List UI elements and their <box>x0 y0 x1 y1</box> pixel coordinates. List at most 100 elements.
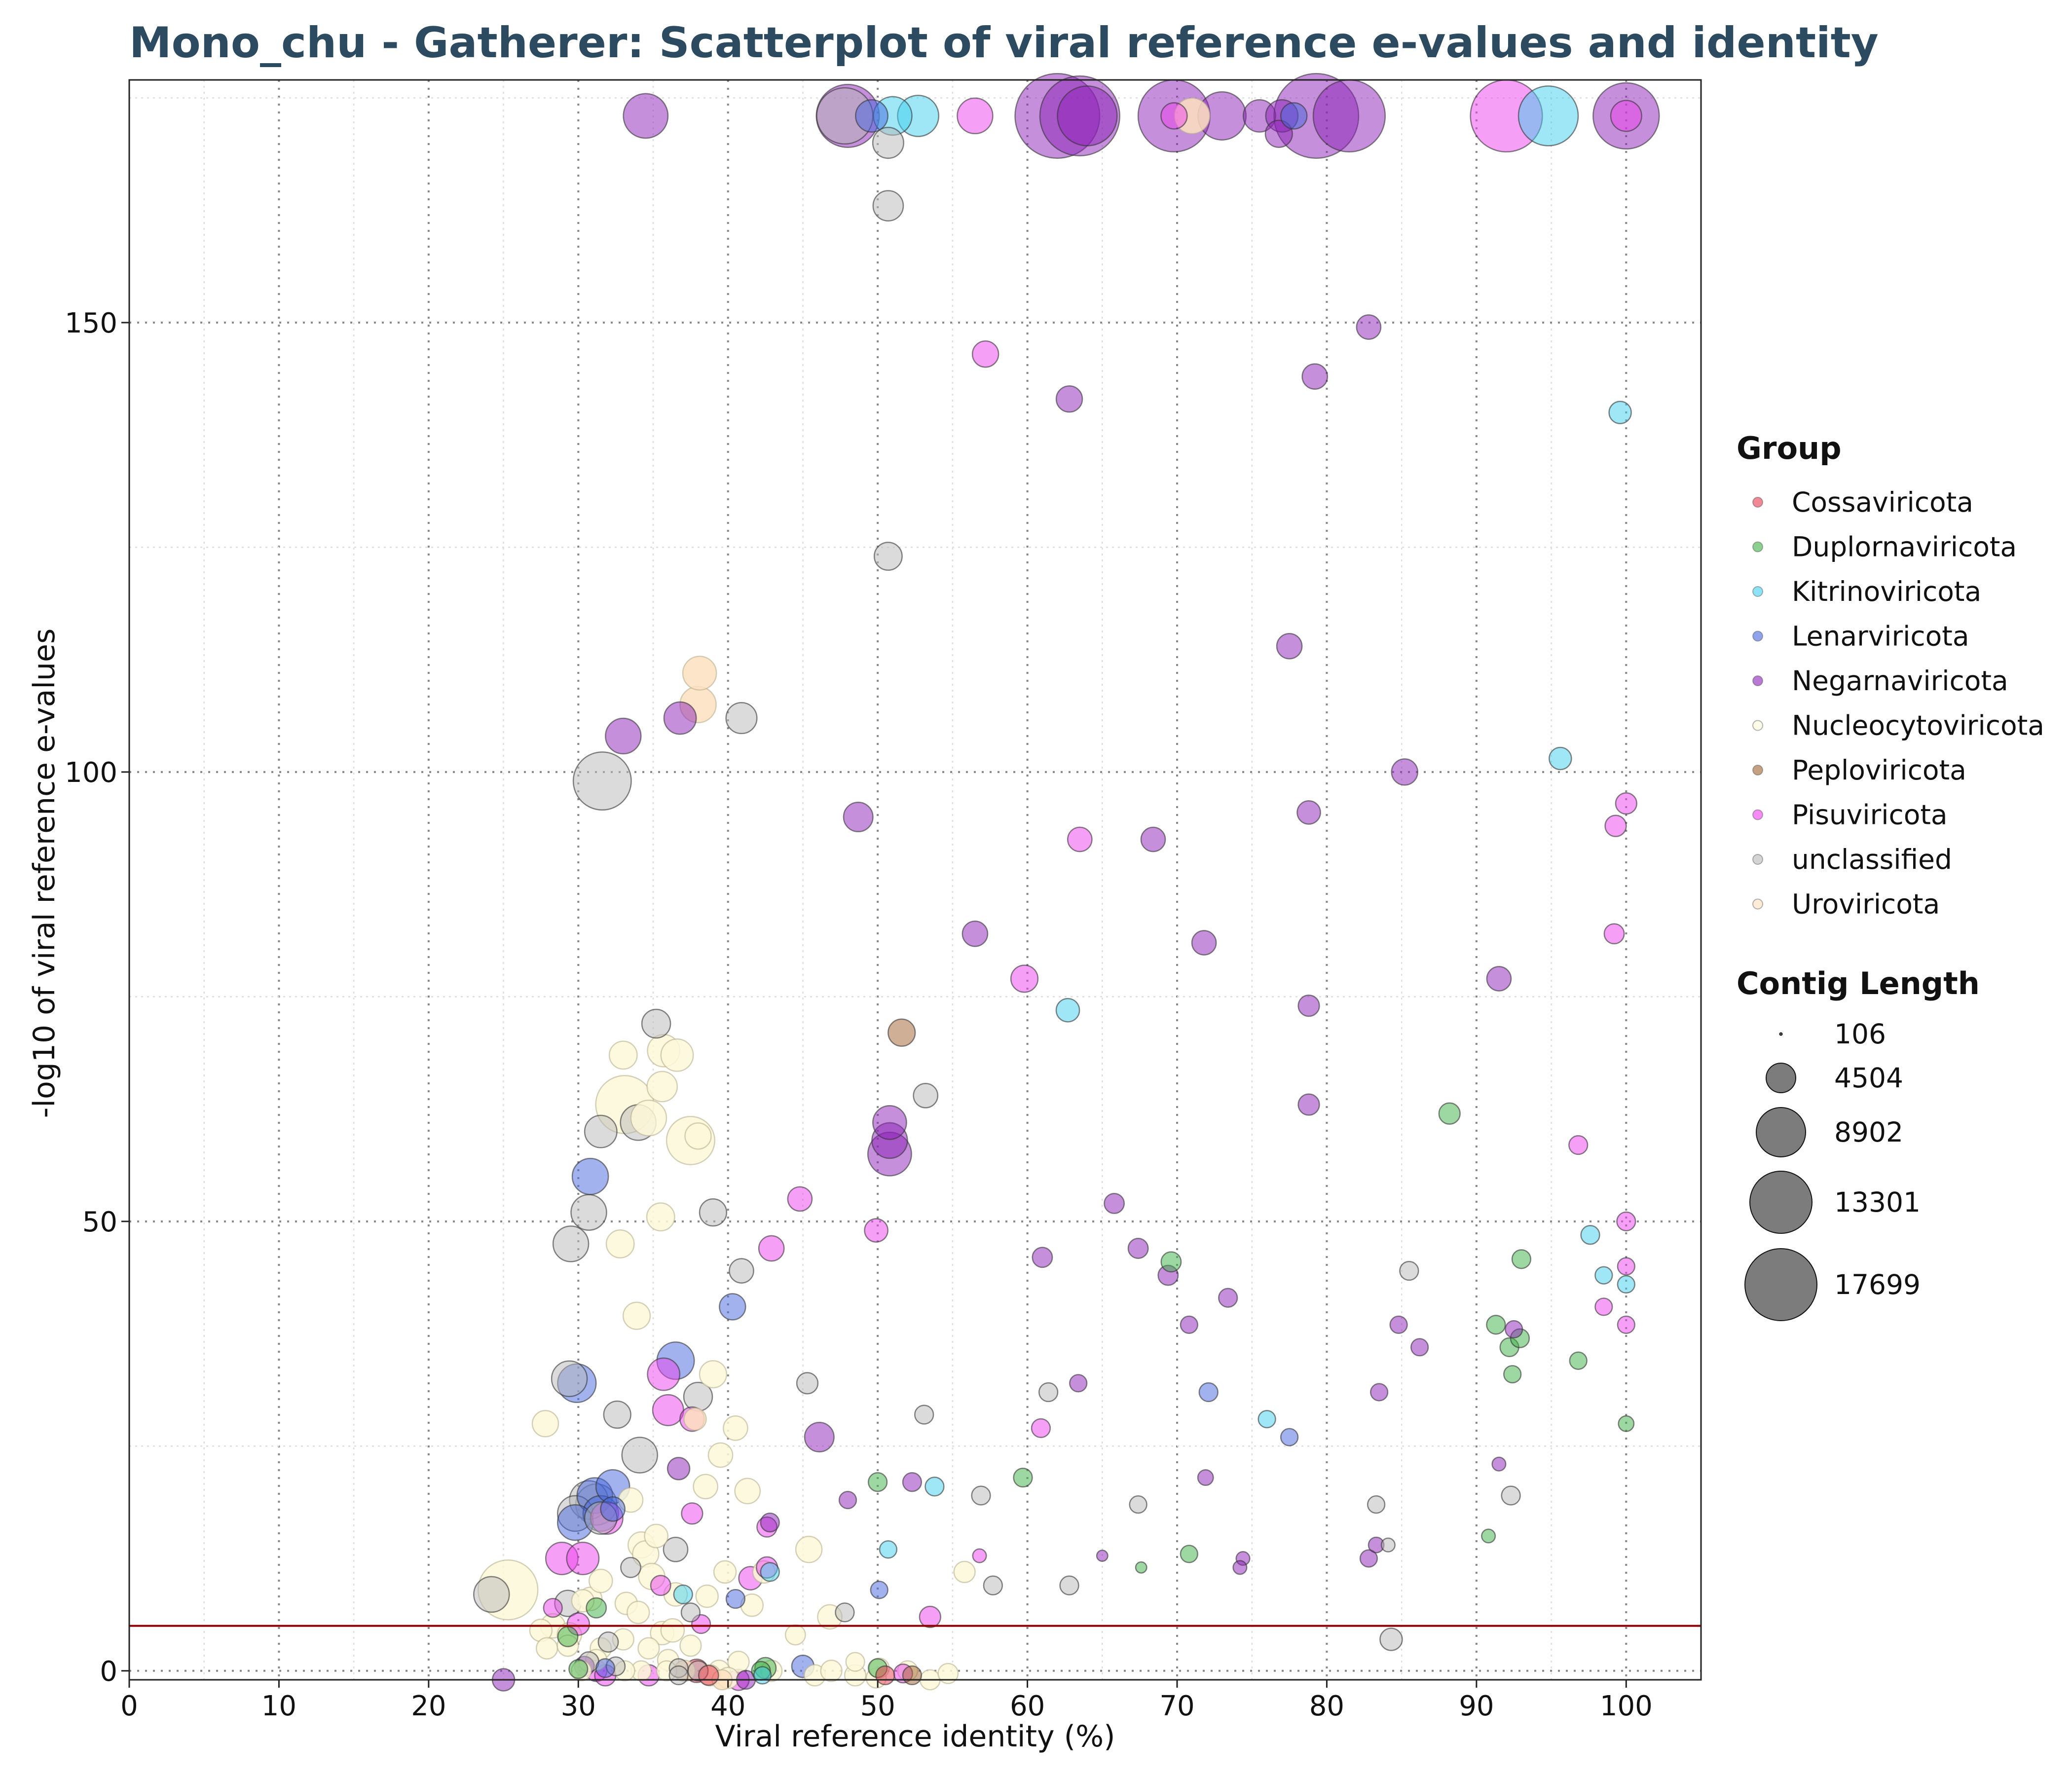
data-point-nucleocytoviricota <box>646 1071 678 1103</box>
data-point-lenarviricota <box>1280 102 1308 130</box>
legend-label-kitrinoviricota: Kitrinoviricota <box>1792 576 1981 607</box>
size-legend-key <box>1749 1171 1813 1234</box>
data-point-negarnaviricota <box>1391 758 1418 786</box>
x-axis-title: Viral reference identity (%) <box>715 1719 1115 1754</box>
legend-size-title: Contig Length <box>1737 965 1980 1001</box>
data-point-nucleocytoviricota <box>734 1478 761 1505</box>
data-point-unclassified <box>796 1372 819 1395</box>
data-point-unclassified <box>725 702 758 735</box>
legend-label-peploviricota: Peploviricota <box>1792 754 1966 786</box>
data-point-pisuviricota <box>1604 814 1627 837</box>
data-point-negarnaviricota <box>1197 1469 1214 1486</box>
data-point-duplornaviricota <box>1486 1315 1506 1335</box>
data-point-nucleocytoviricota <box>723 1415 748 1441</box>
data-point-negarnaviricota <box>1505 1320 1523 1339</box>
data-point-nucleocytoviricota <box>953 1560 976 1584</box>
data-point-pisuviricota <box>650 1575 671 1596</box>
x-tick-label: 10 <box>261 1690 296 1722</box>
data-point-unclassified <box>1059 1575 1079 1595</box>
data-point-unclassified <box>570 1194 607 1231</box>
size-legend-label: 13301 <box>1834 1186 1921 1218</box>
data-point-pisuviricota <box>1617 1257 1635 1276</box>
data-point-pisuviricota <box>566 1542 600 1575</box>
data-point-duplornaviricota <box>1503 1365 1522 1384</box>
data-point-negarnaviricota <box>1180 1315 1198 1334</box>
data-point-duplornaviricota <box>1569 1351 1588 1370</box>
data-point-negarnaviricota <box>663 701 697 735</box>
data-point-kitrinoviricota <box>879 1540 898 1559</box>
data-point-negarnaviricota <box>760 1513 780 1533</box>
data-point-kitrinoviricota <box>1617 1275 1635 1294</box>
data-point-lenarviricota <box>595 1658 616 1678</box>
legend-group-title: Group <box>1737 430 1842 466</box>
data-point-negarnaviricota <box>1055 385 1083 413</box>
data-point-negarnaviricota <box>666 1457 691 1480</box>
data-point-pisuviricota <box>864 1218 888 1243</box>
data-point-kitrinoviricota <box>1517 85 1579 147</box>
data-point-negarnaviricota <box>1191 930 1217 956</box>
data-point-nucleocytoviricota <box>637 1637 660 1660</box>
data-point-unclassified <box>1038 1382 1059 1403</box>
data-point-kitrinoviricota <box>760 1562 780 1582</box>
data-point-nucleocytoviricota <box>684 1122 712 1150</box>
data-point-negarnaviricota <box>1069 1374 1088 1393</box>
size-legend-label: 4504 <box>1834 1062 1903 1094</box>
data-point-unclassified <box>473 1576 510 1613</box>
data-point-nucleocytoviricota <box>531 1410 559 1438</box>
legend-label-lenarviricota: Lenarviricota <box>1792 621 1969 652</box>
data-point-unclassified <box>620 1556 641 1578</box>
size-legend-label: 106 <box>1834 1018 1886 1050</box>
data-point-pisuviricota <box>1615 792 1637 815</box>
data-point-pisuviricota <box>1568 1135 1589 1155</box>
data-point-unclassified <box>572 751 632 811</box>
data-point-negarnaviricota <box>1486 966 1512 992</box>
data-point-nucleocytoviricota <box>699 1360 728 1389</box>
data-point-lenarviricota <box>600 1496 626 1522</box>
data-point-nucleocytoviricota <box>845 1652 865 1672</box>
data-point-peploviricota <box>888 1018 916 1047</box>
chart-title: Mono_chu - Gatherer: Scatterplot of vira… <box>129 18 1879 68</box>
data-point-kitrinoviricota <box>673 1584 693 1605</box>
data-point-unclassified <box>584 1114 618 1148</box>
data-point-nucleocytoviricota <box>937 1663 959 1684</box>
data-point-lenarviricota <box>725 1589 746 1609</box>
legend-label-nucleocytoviricota: Nucleocytoviricota <box>1792 710 2044 741</box>
size-legend-key <box>1779 1032 1783 1036</box>
data-point-negarnaviricota <box>1410 1338 1429 1357</box>
data-point-pisuviricota <box>681 1502 703 1525</box>
data-point-nucleocytoviricota <box>784 1624 806 1646</box>
data-point-lenarviricota <box>571 1157 609 1195</box>
size-legend-key <box>1766 1063 1796 1093</box>
data-points <box>473 73 1660 1692</box>
x-tick-label: 100 <box>1600 1690 1653 1722</box>
legend-key-kitrinoviricota <box>1752 586 1763 597</box>
x-tick-label: 20 <box>411 1690 446 1722</box>
data-point-pisuviricota <box>1067 826 1093 852</box>
data-point-duplornaviricota <box>557 1626 579 1647</box>
data-point-unclassified <box>699 1198 728 1227</box>
data-point-nucleocytoviricota <box>679 1634 702 1657</box>
data-point-pisuviricota <box>652 1394 684 1426</box>
data-point-unclassified <box>729 1258 754 1284</box>
data-point-pisuviricota <box>1031 1418 1051 1439</box>
data-point-cossaviricota <box>875 1665 895 1686</box>
data-point-duplornaviricota <box>1481 1528 1496 1544</box>
data-point-duplornaviricota <box>1618 1415 1635 1432</box>
x-tick-label: 0 <box>120 1690 138 1722</box>
x-tick-label: 80 <box>1309 1690 1344 1722</box>
plot-area-border <box>128 79 1702 1681</box>
data-point-peploviricota <box>902 1665 923 1686</box>
y-tick-label: 150 <box>65 307 117 339</box>
data-point-unclassified <box>597 1631 619 1653</box>
y-tick-label: 50 <box>82 1206 117 1238</box>
data-point-negarnaviricota <box>843 801 874 833</box>
data-point-pisuviricota <box>758 1235 785 1262</box>
data-point-duplornaviricota <box>1135 1561 1147 1574</box>
data-point-kitrinoviricota <box>1580 1225 1600 1245</box>
legend-key-negarnaviricota <box>1752 675 1763 686</box>
y-tick-label: 100 <box>65 757 117 789</box>
data-point-unclassified <box>1129 1495 1147 1514</box>
data-point-unclassified <box>621 1437 658 1474</box>
data-point-nucleocytoviricota <box>820 1660 843 1682</box>
